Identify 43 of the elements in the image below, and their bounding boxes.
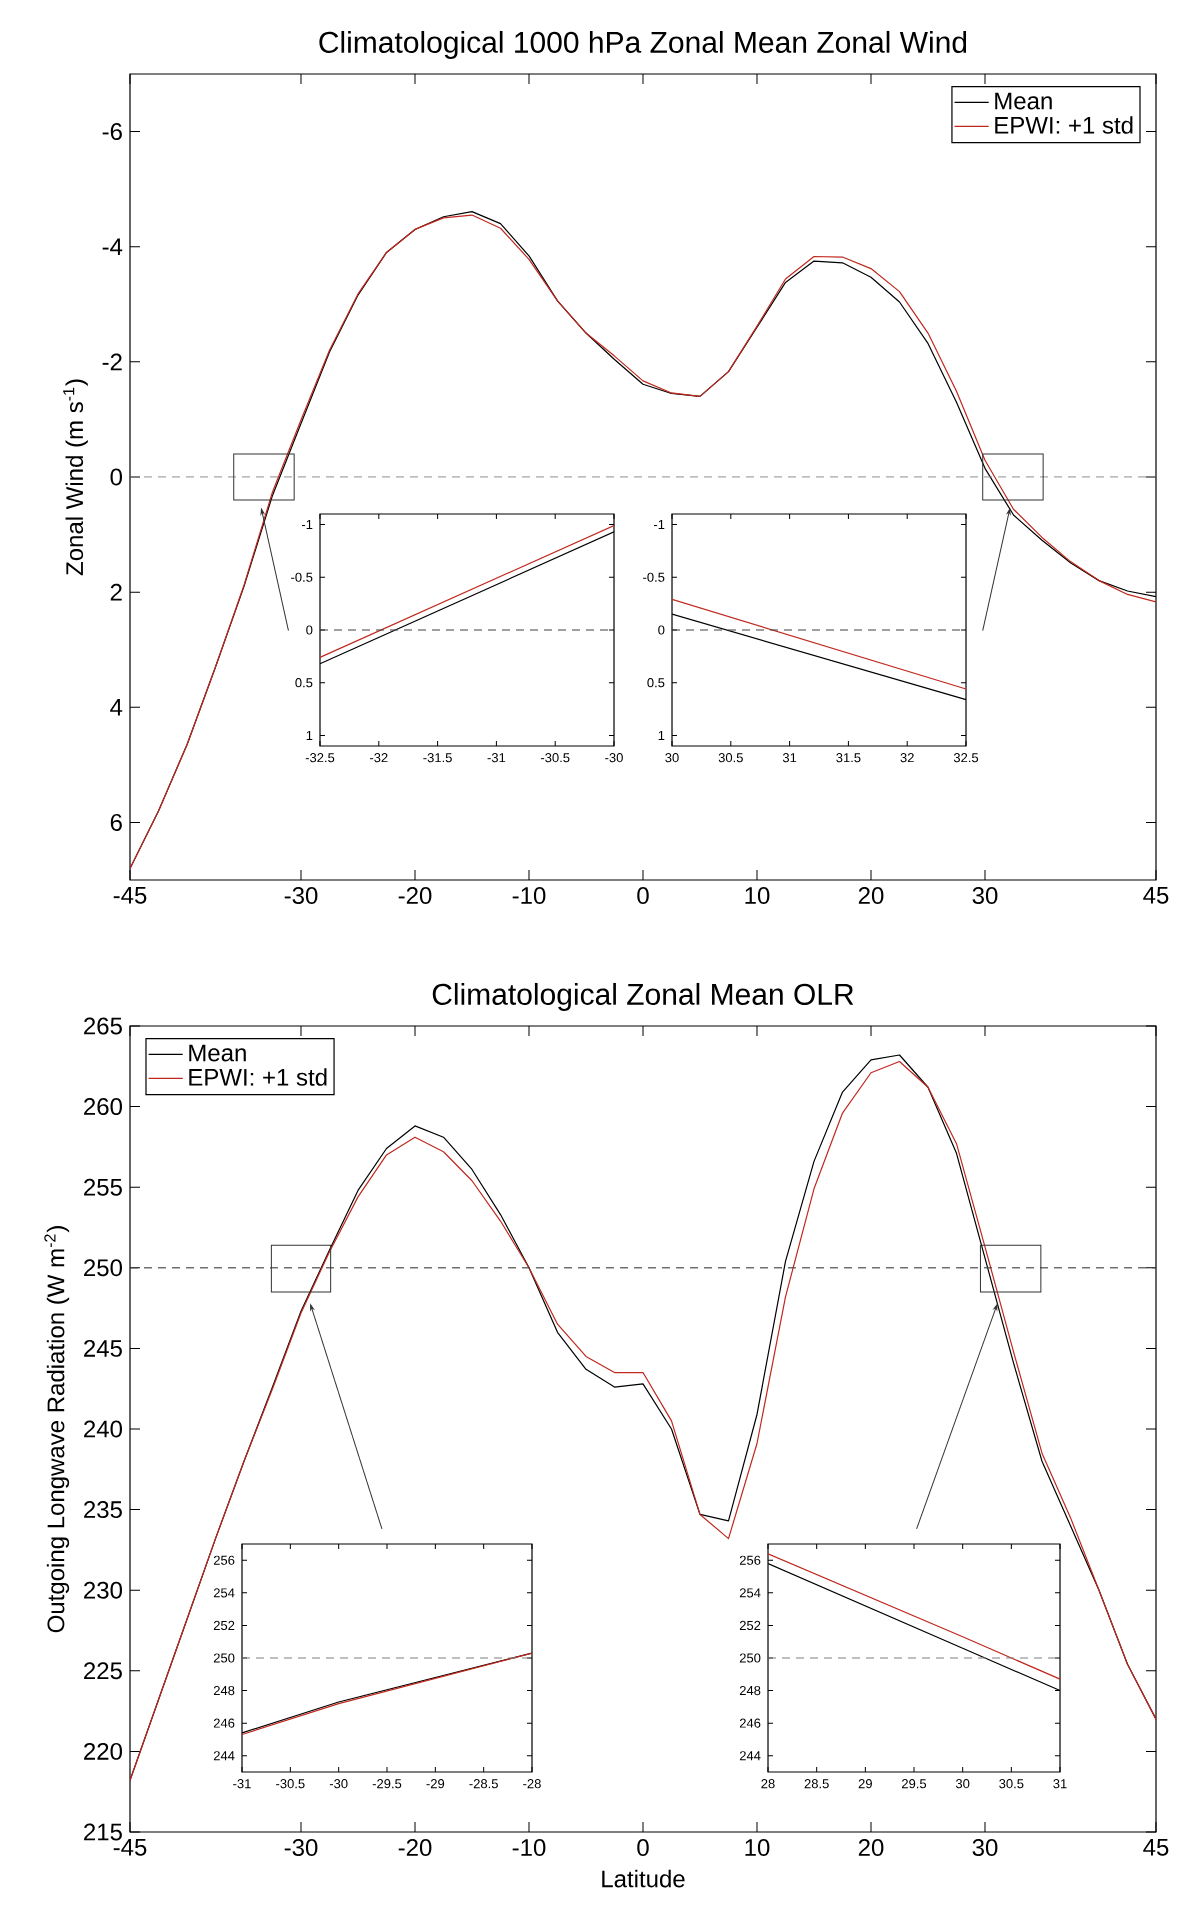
y-tick-label: -4 [102,238,123,255]
x-tick-label: 10 [745,1839,770,1857]
legend-label: EPWI: +1 std [995,116,1133,134]
y-tick-label: -2 [102,353,122,371]
y-tick-label: 2 [110,583,122,601]
y-tick-label: 245 [84,1339,122,1357]
y-tick-label: 240 [84,1420,122,1438]
y-tick-label: 230 [84,1581,122,1599]
y-tick-label: 250 [84,1259,122,1277]
x-tick-label: -30 [284,887,318,905]
y-tick-label: 235 [84,1501,122,1519]
x-axis-title: Latitude [602,1869,685,1888]
x-tick-label: -45 [113,1839,147,1856]
y-axis-title: Zonal Wind (m s$^{-1}$) [63,379,88,576]
legend-label: Mean [189,1044,246,1062]
x-tick-label: -45 [113,887,147,904]
y-tick-label: 220 [84,1742,122,1760]
x-tick-label: 10 [745,887,770,905]
x-tick-label: 20 [858,887,884,905]
y-tick-label: 255 [84,1178,122,1196]
x-tick-label: -30 [284,1839,318,1857]
x-tick-label: -10 [512,1839,546,1857]
legend-label: EPWI: +1 std [189,1068,327,1086]
y-tick-label: 0 [110,468,123,486]
chart-title: Climatological 1000 hPa Zonal Mean Zonal Wind [319,30,967,59]
y-tick-label: 4 [110,699,123,716]
x-tick-label: 45 [1143,887,1169,904]
x-tick-label: -20 [398,887,432,905]
legend-label: Mean [995,92,1052,110]
y-tick-label: 265 [84,1017,122,1035]
y-tick-label: 6 [110,813,122,831]
x-tick-label: -20 [398,1839,432,1857]
y-tick-label: 225 [84,1662,122,1680]
x-tick-label: 30 [972,887,998,905]
y-axis-title: Outgoing Longwave Radiation (W m$^{-2}$) [44,1226,70,1633]
chart-title: Climatological Zonal Mean OLR [432,982,854,1011]
x-tick-label: 45 [1143,1839,1169,1856]
y-tick-label: -6 [102,123,122,141]
y-tick-label: 215 [84,1823,122,1841]
y-tick-label: 260 [84,1098,122,1116]
x-tick-label: 20 [858,1839,884,1857]
x-tick-label: -10 [512,887,546,905]
x-tick-label: 30 [972,1839,998,1857]
